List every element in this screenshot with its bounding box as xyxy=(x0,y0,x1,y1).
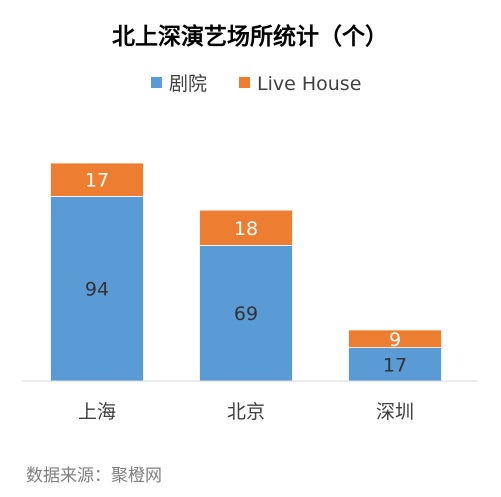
data-label-theater-shanghai: 94 xyxy=(85,279,109,301)
bar-theater-shanghai xyxy=(50,195,144,382)
legend-label-livehouse: Live House xyxy=(257,73,361,95)
legend-label-theater: 剧院 xyxy=(169,73,207,95)
data-label-livehouse-beijing: 18 xyxy=(234,218,258,240)
x-axis-ticks: 上海 北京 深圳 xyxy=(78,401,414,423)
x-tick-label-shanghai: 上海 xyxy=(78,401,116,423)
x-tick-label-shenzhen: 深圳 xyxy=(376,401,414,423)
data-label-livehouse-shenzhen: 9 xyxy=(389,329,401,351)
legend: 剧院 Live House xyxy=(151,73,361,95)
chart-title: 北上深演艺场所统计（个） xyxy=(112,23,388,50)
x-tick-label-beijing: 北京 xyxy=(227,401,265,423)
bars: 94 17 69 18 17 9 xyxy=(50,162,442,382)
bar-livehouse-shanghai xyxy=(50,162,144,197)
source-note: 数据来源：聚橙网 xyxy=(26,466,162,486)
bar-livehouse-shenzhen xyxy=(348,329,442,349)
legend-swatch-livehouse xyxy=(239,77,250,88)
legend-swatch-theater xyxy=(151,77,162,88)
bar-livehouse-beijing xyxy=(199,209,293,246)
data-label-theater-shenzhen: 17 xyxy=(383,354,407,376)
data-label-livehouse-shanghai: 17 xyxy=(85,170,109,192)
data-label-theater-beijing: 69 xyxy=(234,303,258,325)
